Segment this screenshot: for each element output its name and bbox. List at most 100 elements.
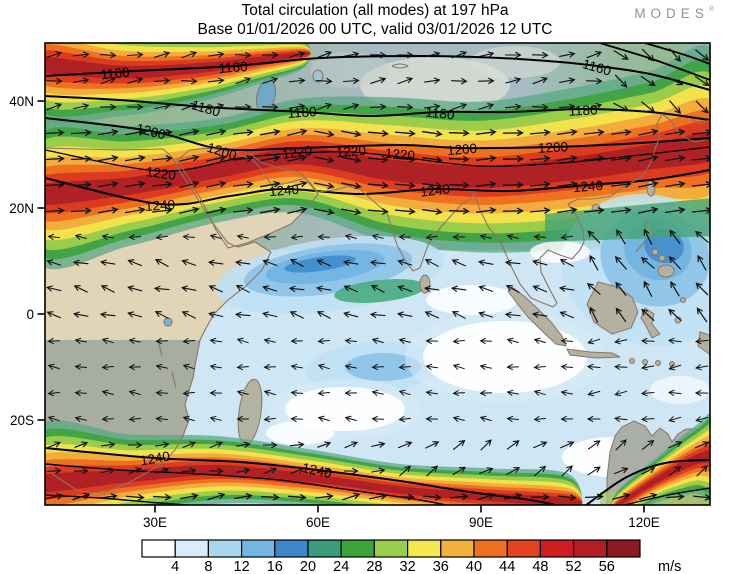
wind-arrow <box>314 156 335 164</box>
wind-arrow <box>425 415 438 423</box>
wind-arrow <box>263 416 276 423</box>
wind-arrow <box>154 311 169 319</box>
colorbar-tick-label: 44 <box>499 559 515 574</box>
wind-arrow <box>99 311 116 318</box>
wind-arrow <box>669 48 682 63</box>
wind-arrow <box>452 466 467 476</box>
wind-arrow <box>452 338 465 345</box>
wind-arrow <box>502 207 524 215</box>
wind-arrow <box>179 128 200 136</box>
wind-arrow <box>506 467 521 475</box>
wind-arrow <box>587 390 601 397</box>
colorbar-tick-label: 4 <box>171 559 179 574</box>
wind-arrow <box>502 155 524 163</box>
wind-arrow <box>261 103 279 111</box>
wind-arrow <box>179 154 200 162</box>
wind-arrow <box>367 182 389 189</box>
wind-arrow <box>396 311 413 318</box>
wind-arrow <box>128 389 141 396</box>
wind-arrow <box>343 467 359 475</box>
wind-arrow <box>46 311 61 319</box>
wind-arrow <box>97 181 119 188</box>
wind-arrow <box>287 154 308 162</box>
coastline-arabia <box>176 147 319 249</box>
wind-arrow <box>504 311 521 318</box>
wind-arrow <box>342 492 361 501</box>
wind-arrow <box>209 363 222 370</box>
wind-arrow <box>558 103 576 110</box>
wind-arrow <box>478 103 495 110</box>
wind-arrow <box>128 234 141 241</box>
contour-label: 1220 <box>384 146 415 164</box>
wind-arrow <box>610 181 632 188</box>
wind-arrow <box>638 154 659 162</box>
wind-arrow <box>367 208 389 215</box>
wind-arrow <box>504 103 522 110</box>
wind-arrow <box>179 206 200 214</box>
wind-arrow <box>532 77 549 85</box>
wind-arrow <box>317 338 330 345</box>
wind-arrows <box>45 48 710 501</box>
wind-arrow <box>236 415 249 423</box>
wind-arrow <box>504 492 523 500</box>
wind-arrow <box>99 103 117 111</box>
wind-arrow <box>342 77 360 84</box>
wind-arrow <box>73 77 90 84</box>
wind-arrow <box>45 493 64 500</box>
wind-arrow <box>206 206 227 214</box>
contour-label: 1160 <box>100 65 130 83</box>
lon-tick-label: 90E <box>469 515 493 530</box>
wind-arrow <box>640 76 656 87</box>
wind-arrow <box>667 76 684 86</box>
modes-logo: MODES® <box>634 6 714 21</box>
wind-arrow <box>235 285 250 293</box>
wind-arrow <box>371 415 384 423</box>
wind-arrow <box>314 130 335 138</box>
wind-arrow <box>74 441 89 448</box>
wind-arrow <box>399 465 412 477</box>
wind-arrow <box>287 180 308 188</box>
wind-arrow <box>232 207 254 214</box>
wind-arrow <box>370 77 387 84</box>
wind-arrow <box>556 181 578 188</box>
wind-arrow <box>263 363 276 371</box>
wind-arrow <box>371 337 384 344</box>
wind-arrow <box>394 130 416 137</box>
wind-arrow <box>152 493 172 501</box>
wind-arrow <box>610 155 632 162</box>
wind-arrow <box>155 441 170 448</box>
colorbar-cell <box>274 539 309 558</box>
contour-label: 1180 <box>425 105 455 123</box>
wind-arrow <box>290 389 303 396</box>
wind-arrow <box>236 337 249 344</box>
wind-arrow <box>46 103 63 111</box>
wind-arrow <box>315 77 333 85</box>
wind-arrow <box>638 128 659 136</box>
wind-arrow <box>153 285 170 292</box>
wind-arrow <box>640 390 655 397</box>
wind-arrow <box>101 389 114 396</box>
wind-arrow <box>232 129 254 136</box>
wind-arrow <box>395 493 415 501</box>
wind-arrow <box>479 415 492 422</box>
colorbar-cell <box>440 539 475 558</box>
wind-arrow <box>181 311 196 319</box>
wind-arrow <box>560 363 573 370</box>
wind-arrow <box>587 440 601 450</box>
wind-arrow <box>616 229 626 245</box>
wind-arrow <box>70 207 92 214</box>
wind-arrow <box>664 207 686 214</box>
wind-arrow <box>696 307 708 323</box>
wind-arrow <box>180 77 198 85</box>
wind-arrow <box>668 364 682 371</box>
wind-arrow <box>101 337 114 344</box>
wind-arrow <box>640 337 655 345</box>
wind-arrow <box>47 363 60 370</box>
wind-arrow <box>397 77 414 85</box>
landmass-mindanao <box>657 264 675 278</box>
colorbar: 4 8 12 16 20 24 28 32 36 40 44 48 52 56 m/s <box>141 539 681 574</box>
wind-arrow <box>425 337 438 345</box>
wind-arrow <box>155 337 168 345</box>
colorbar-tick-label: 32 <box>400 559 416 574</box>
